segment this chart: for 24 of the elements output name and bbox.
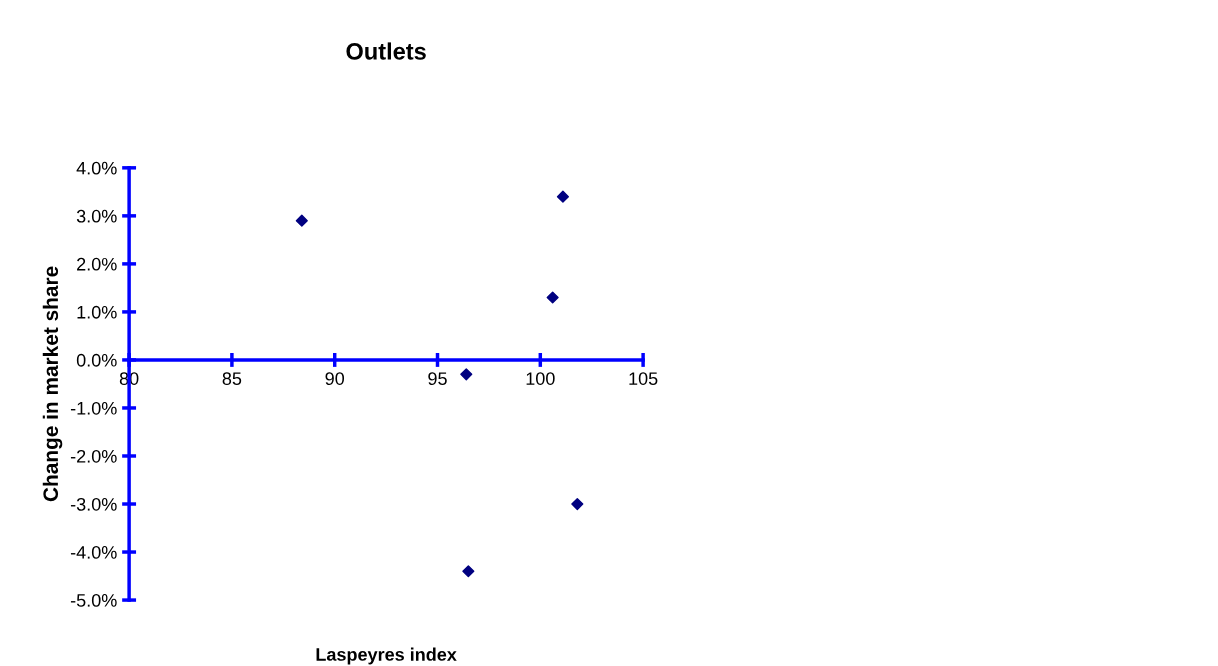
y-tick-label: 0.0% xyxy=(76,353,117,367)
x-tick-label: 100 xyxy=(526,372,555,385)
y-tick-label: -3.0% xyxy=(70,497,117,511)
y-tick-label: -4.0% xyxy=(70,545,117,559)
x-tick-label: 90 xyxy=(325,372,345,385)
y-tick-label: 1.0% xyxy=(77,305,117,319)
point xyxy=(571,497,584,511)
y-tick-label: 4.0% xyxy=(76,161,117,175)
point xyxy=(462,565,475,578)
point xyxy=(546,291,559,304)
y-tick-label: -2.0% xyxy=(70,449,117,463)
point xyxy=(556,190,569,203)
x-axis-title: Laspeyres index xyxy=(316,647,457,665)
chart-title: Outlets xyxy=(346,42,426,60)
y-tick-label: 2.0% xyxy=(77,257,117,271)
x-tick-label: 95 xyxy=(428,372,447,385)
point xyxy=(295,214,308,227)
y-axis-title: Change in market share xyxy=(42,266,63,502)
y-tick-label: 3.0% xyxy=(76,209,117,223)
x-tick-label: 85 xyxy=(222,372,242,385)
y-tick-label: -1.0% xyxy=(70,401,117,415)
x-tick-label: 105 xyxy=(629,372,658,385)
point xyxy=(460,368,473,381)
y-tick-label: -5.0% xyxy=(70,594,117,607)
